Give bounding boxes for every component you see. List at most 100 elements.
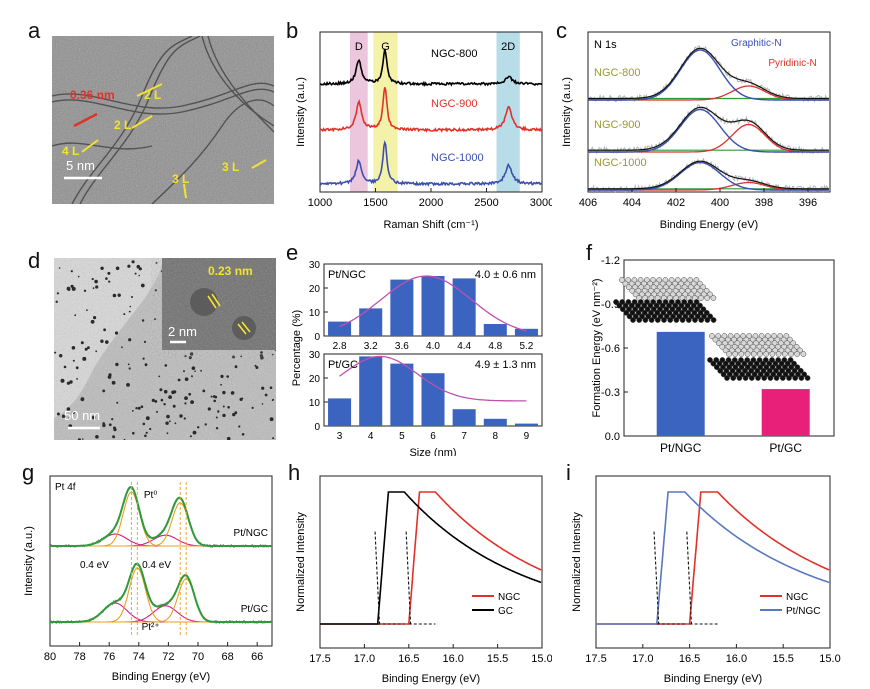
histogram-bar xyxy=(328,398,352,426)
nanoparticle-dot xyxy=(123,313,126,316)
pt-atom xyxy=(738,351,745,357)
carbon-atom xyxy=(748,375,755,381)
carbon-atom xyxy=(736,375,743,381)
pt-atom xyxy=(794,351,801,357)
x-tick-label: 16.5 xyxy=(398,653,419,665)
histogram-bar xyxy=(452,409,476,426)
nanoparticle-dot xyxy=(132,431,135,435)
histogram-bar xyxy=(390,363,414,426)
fit-curve xyxy=(339,275,527,332)
pt-atom xyxy=(704,295,711,301)
y-tick-label: -0.3 xyxy=(601,387,620,399)
nanoparticle-dot xyxy=(213,399,216,403)
nanoparticle-dot xyxy=(166,432,169,435)
nanoparticle-dot xyxy=(251,406,254,409)
n1s-xps-chart: N 1s NGC-800 NGC-900 NGC-1000 Graphitic-N Pyr… xyxy=(561,31,831,231)
carbon-atom xyxy=(742,375,749,381)
pt0-fit xyxy=(50,502,272,547)
spacing-label-a: 0.36 nm xyxy=(70,88,115,102)
y-tick-label: 0 xyxy=(314,332,320,343)
lattice-label-d: 0.23 nm xyxy=(208,264,253,278)
nanoparticle-dot xyxy=(163,403,166,406)
histogram-bar xyxy=(483,418,507,426)
pt-atom xyxy=(710,295,717,301)
x-tick-label: 402 xyxy=(667,197,685,209)
x-tick-label: 1500 xyxy=(363,197,387,209)
nanoparticle-dot xyxy=(131,296,133,298)
nanoparticle-dot xyxy=(183,370,185,373)
pt-atom xyxy=(763,351,770,357)
x-tick-label: 74 xyxy=(133,651,145,663)
carbon-atom xyxy=(698,317,705,323)
nanoparticle-dot xyxy=(217,410,220,413)
nanoparticle-dot xyxy=(144,434,147,438)
pt-atom xyxy=(750,351,757,357)
nanoparticle-dot xyxy=(84,347,88,351)
band-2D xyxy=(496,32,520,192)
nanoparticle-dot xyxy=(234,411,238,415)
x-tick-label: 398 xyxy=(755,197,773,209)
nanoparticle-dot xyxy=(151,398,155,402)
carbon-atom xyxy=(798,375,805,381)
nanoparticle-dot xyxy=(102,423,106,428)
nanoparticle-dot xyxy=(241,433,245,436)
y-axis-label: Intensity (a.u.) xyxy=(561,77,573,147)
x-tick-label: 1000 xyxy=(308,197,332,209)
nanoparticle-dot xyxy=(215,427,219,430)
y-tick-label: 0.0 xyxy=(605,431,620,443)
x-tick-label: 6 xyxy=(430,431,436,442)
x-tick-label: Pt/GC xyxy=(769,441,802,455)
nanoparticle-dot xyxy=(112,293,117,298)
nanoparticle-dot xyxy=(260,356,264,360)
pt-atom xyxy=(757,351,763,357)
pt-atom xyxy=(715,340,722,347)
nanoparticle-dot xyxy=(68,417,71,419)
carbon-atom xyxy=(707,357,713,363)
nanoparticle-dot xyxy=(126,383,130,387)
nanoparticle-dot xyxy=(212,395,216,398)
nanoparticle-dot xyxy=(100,339,104,343)
nanoparticle-dot xyxy=(128,338,132,342)
nanoparticle-dot xyxy=(222,390,226,395)
carbon-atom xyxy=(713,364,720,371)
x-tick-label: 17.0 xyxy=(632,653,653,665)
raman-series-line xyxy=(319,48,543,88)
nanoparticle-dot xyxy=(95,435,99,439)
x-tick-label: 4.8 xyxy=(488,341,502,352)
nanoparticle-dot xyxy=(141,319,145,322)
series-label: NGC-900 xyxy=(431,98,477,110)
histogram-bar xyxy=(421,276,445,336)
x-tick-label: 3000 xyxy=(530,197,552,209)
x-axis-label: Raman Shift (cm⁻¹) xyxy=(383,219,478,231)
nanoparticle-dot xyxy=(137,406,141,410)
nanoparticle-dot xyxy=(59,354,63,358)
x-tick-label: 3.6 xyxy=(395,341,409,352)
tem-texture-d xyxy=(54,258,276,440)
panel-label-a: a xyxy=(28,18,41,43)
pt-atom xyxy=(775,351,782,357)
nanoparticle-dot xyxy=(95,350,98,353)
histogram-bar xyxy=(483,324,507,336)
carbon-atom xyxy=(724,375,730,381)
pt-atom xyxy=(769,351,776,357)
nanoparticle-dot xyxy=(105,277,108,280)
nanoparticle-dot xyxy=(204,423,207,426)
panel-label-b: b xyxy=(286,18,299,43)
formation-energy-bar xyxy=(761,389,810,436)
series-label: Pt/NGC xyxy=(234,528,268,539)
layer-label-3: 4 L xyxy=(62,144,80,158)
histogram-bar xyxy=(359,356,383,426)
carbon-atom xyxy=(692,317,698,323)
histogram-bar xyxy=(514,328,538,336)
nanoparticle-dot xyxy=(159,388,163,392)
nanoparticle-dot xyxy=(255,366,259,369)
nanoparticle-dot xyxy=(154,400,158,403)
carbon-atom xyxy=(642,317,649,323)
nanoparticle-dot xyxy=(168,395,172,399)
layer-label-2: 2 L xyxy=(114,118,132,132)
nanoparticle-dot xyxy=(184,402,187,405)
nanoparticle-dot xyxy=(95,285,99,289)
annotation-pt2: Pt²⁺ xyxy=(142,622,160,633)
axes-frame-g xyxy=(49,475,273,647)
